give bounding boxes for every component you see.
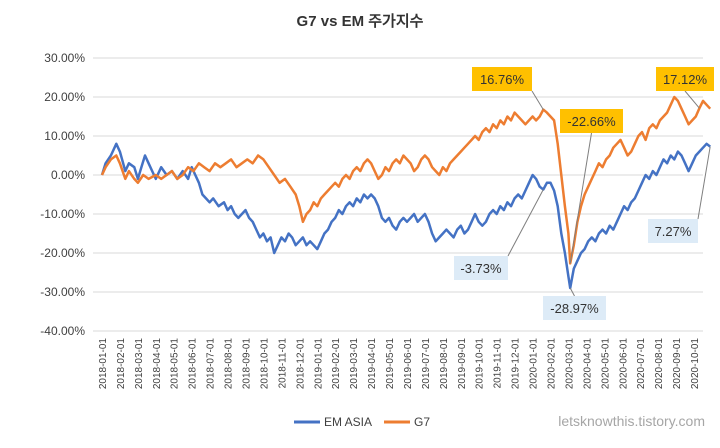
x-tick-label: 2019-02-01: [331, 338, 342, 390]
x-tick-label: 2020-01-01: [529, 338, 540, 390]
x-tick-label: 2018-04-01: [152, 338, 163, 390]
x-tick-label: 2018-08-01: [224, 338, 235, 390]
annotation-leader: [569, 287, 575, 297]
annotation-label: -22.66%: [567, 114, 616, 129]
y-axis-ticks: -40.00% -30.00% -20.00% -10.00% 0.00% 10.00% 2…: [40, 51, 85, 338]
x-tick-label: 2020-09-01: [672, 338, 683, 390]
x-axis-ticks: 2018-01-01 2018-02-01 2018-03-01 2018-04-01…: [98, 338, 701, 390]
watermark: letsknowthis.tistory.com: [558, 413, 705, 429]
x-tick-label: 2019-11-01: [493, 338, 504, 389]
x-tick-label: 2020-04-01: [582, 338, 593, 390]
y-tick-label: -20.00%: [40, 246, 85, 260]
series-line-g7: [100, 95, 712, 265]
annotation-box: [560, 109, 623, 133]
data-annotations: 16.76% -22.66% 17.12% -3.73% -28.97% 7.27%: [454, 67, 714, 320]
series-lines: [100, 95, 712, 290]
annotation-box: [543, 296, 606, 320]
y-tick-label: -30.00%: [40, 285, 85, 299]
x-tick-label: 2019-07-01: [421, 338, 432, 390]
x-tick-label: 2019-06-01: [403, 338, 414, 390]
legend: EM ASIA G7: [294, 415, 430, 429]
x-tick-label: 2020-05-01: [600, 338, 611, 390]
x-tick-label: 2018-01-01: [98, 338, 109, 390]
annotation-label: 17.12%: [663, 72, 708, 87]
y-tick-label: 30.00%: [44, 51, 85, 65]
grid-lines: [93, 57, 703, 332]
annotation-label: -3.73%: [460, 261, 502, 276]
x-tick-label: 2018-05-01: [170, 338, 181, 390]
x-tick-label: 2019-12-01: [511, 338, 522, 390]
annotation-box: [656, 67, 714, 91]
chart-title: G7 vs EM 주가지수: [297, 13, 424, 30]
x-tick-label: 2019-04-01: [367, 338, 378, 390]
x-tick-label: 2020-03-01: [564, 338, 575, 390]
annotation-leader: [697, 146, 711, 220]
x-tick-label: 2020-07-01: [636, 338, 647, 390]
x-tick-label: 2020-02-01: [547, 338, 558, 390]
legend-label: EM ASIA: [324, 415, 372, 429]
series-line-em-asia: [100, 142, 711, 290]
y-tick-label: 20.00%: [44, 90, 85, 104]
annotation-leader: [569, 132, 592, 264]
annotation-leader: [684, 90, 700, 109]
x-tick-label: 2020-06-01: [618, 338, 629, 390]
annotation-label: -28.97%: [550, 301, 599, 316]
annotation-box: [472, 67, 532, 91]
x-tick-label: 2019-08-01: [439, 338, 450, 390]
x-tick-label: 2018-03-01: [134, 338, 145, 390]
x-tick-label: 2019-10-01: [475, 338, 486, 390]
annotation-box: [454, 256, 508, 280]
x-tick-label: 2020-08-01: [654, 338, 665, 390]
x-tick-label: 2019-05-01: [385, 338, 396, 390]
y-tick-label: -10.00%: [40, 207, 85, 221]
annotation-box: [648, 219, 698, 243]
x-tick-label: 2018-06-01: [188, 338, 199, 390]
x-tick-label: 2019-03-01: [349, 338, 360, 390]
x-tick-label: 2018-07-01: [206, 338, 217, 390]
x-tick-label: 2019-09-01: [457, 338, 468, 390]
legend-label: G7: [414, 415, 430, 429]
annotation-leader: [507, 189, 544, 257]
annotation-leader: [531, 90, 544, 110]
annotation-label: 7.27%: [655, 224, 692, 239]
y-tick-label: -40.00%: [40, 324, 85, 338]
annotation-label: 16.76%: [480, 72, 525, 87]
x-tick-label: 2019-01-01: [313, 338, 324, 390]
x-tick-label: 2018-02-01: [116, 338, 127, 390]
y-tick-label: 10.00%: [44, 129, 85, 143]
x-tick-label: 2018-09-01: [242, 338, 253, 390]
y-tick-label: 0.00%: [51, 168, 85, 182]
x-tick-label: 2018-11-01: [277, 338, 288, 389]
x-tick-label: 2018-12-01: [295, 338, 306, 390]
x-tick-label: 2020-10-01: [690, 338, 701, 390]
x-tick-label: 2018-10-01: [259, 338, 270, 390]
